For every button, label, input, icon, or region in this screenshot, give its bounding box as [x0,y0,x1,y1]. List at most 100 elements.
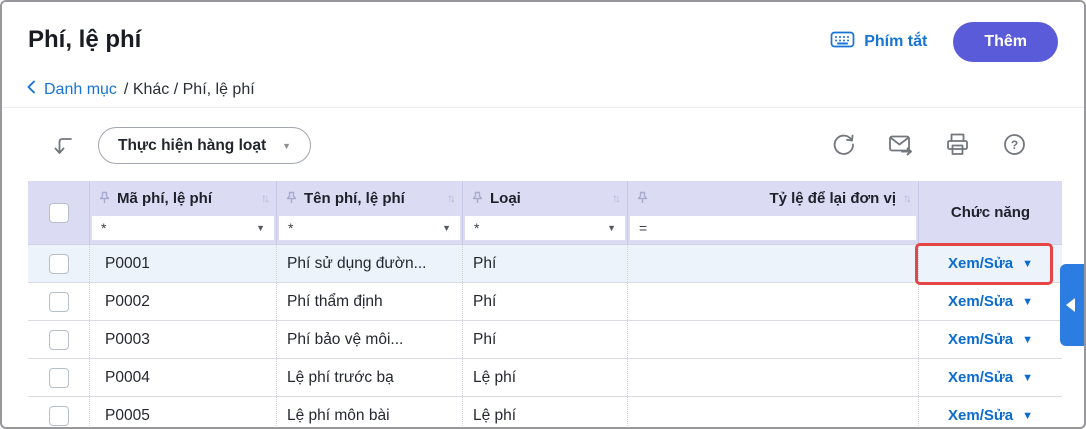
chevron-left-icon [1065,298,1075,312]
svg-text:?: ? [1011,138,1018,152]
cell-name: Lệ phí trước bạ [277,359,463,396]
cell-name: Phí sử dụng đườn... [277,245,463,282]
filter-cell-name: * ▼ [277,215,463,244]
chevron-down-icon: ▼ [282,140,292,151]
row-action-dropdown[interactable]: Xem/Sửa ▼ [919,321,1062,358]
table-row[interactable]: P0004 Lệ phí trước bạ Lệ phí Xem/Sửa ▼ [28,359,1062,397]
filter-input-type[interactable]: * ▼ [465,216,625,240]
filter-cell-rate: = [628,215,919,244]
toolbar-icons: ? [830,131,1028,158]
shortcut-link[interactable]: Phím tắt [830,30,927,54]
filter-input-name[interactable]: * ▼ [279,216,460,240]
keyboard-icon [830,30,855,54]
select-all-checkbox[interactable] [48,202,69,223]
filter-dropdown-icon[interactable]: ▼ [607,223,616,233]
header-actions: Phím tắt Thêm [830,22,1058,62]
action-label: Xem/Sửa [948,255,1014,272]
select-all-cell [28,181,90,244]
breadcrumb-trail: / Khác / Phí, lệ phí [123,80,255,98]
column-label: Tên phí, lệ phí [304,189,405,207]
table-row[interactable]: P0001 Phí sử dụng đườn... Phí Xem/Sửa ▼ [28,245,1062,283]
cell-code: P0005 [90,397,277,427]
cell-rate [628,321,919,358]
sort-down-icon[interactable] [50,132,78,160]
filter-dropdown-icon[interactable]: ▼ [442,223,451,233]
cell-name: Phí bảo vệ môi... [277,321,463,358]
page-header: Phí, lệ phí Phím tắt Thêm D [2,2,1084,108]
filter-operator[interactable]: * [101,220,107,236]
filter-input-code[interactable]: * ▼ [92,216,274,240]
chevron-down-icon: ▼ [1022,333,1033,346]
row-check-cell [28,245,90,282]
page-title: Phí, lệ phí [28,26,142,53]
row-action-dropdown[interactable]: Xem/Sửa ▼ [919,397,1062,427]
filter-operator[interactable]: * [474,220,480,236]
breadcrumb: Danh mục / Khác / Phí, lệ phí [26,79,255,100]
pin-icon [637,191,648,203]
cell-type: Lệ phí [463,397,628,427]
refresh-icon[interactable] [830,131,857,158]
cell-type: Lệ phí [463,359,628,396]
bulk-action-dropdown[interactable]: Thực hiện hàng loạt ▼ [98,127,312,164]
action-label: Xem/Sửa [948,407,1014,424]
filter-dropdown-icon[interactable]: ▼ [256,223,265,233]
row-action-dropdown[interactable]: Xem/Sửa ▼ [919,283,1062,320]
sort-arrows-icon[interactable]: ↑↓ [261,191,270,205]
sort-arrows-icon[interactable]: ↑↓ [612,191,621,205]
filter-input-rate[interactable]: = [630,216,916,240]
column-label: Chức năng [950,204,1031,221]
add-button[interactable]: Thêm [953,22,1058,62]
table-row[interactable]: P0005 Lệ phí môn bài Lệ phí Xem/Sửa ▼ [28,397,1062,427]
cell-name: Lệ phí môn bài [277,397,463,427]
row-checkbox[interactable] [48,405,69,426]
column-label: Mã phí, lệ phí [117,189,213,207]
cell-type: Phí [463,283,628,320]
row-checkbox[interactable] [48,367,69,388]
sort-arrows-icon[interactable]: ↑↓ [903,191,912,205]
row-check-cell [28,321,90,358]
print-icon[interactable] [944,131,971,158]
pin-icon [472,191,483,203]
cell-rate [628,397,919,427]
sort-arrows-icon[interactable]: ↑↓ [447,191,456,205]
bulk-action-label: Thực hiện hàng loạt [118,136,267,154]
column-header-name[interactable]: Tên phí, lệ phí ↑↓ [277,181,463,215]
column-header-type[interactable]: Loại ↑↓ [463,181,628,215]
shortcut-label: Phím tắt [864,33,928,50]
fee-table: Mã phí, lệ phí ↑↓ Tên phí, lệ phí ↑↓ Loạ… [28,181,1062,427]
row-checkbox[interactable] [48,329,69,350]
action-label: Xem/Sửa [948,293,1014,310]
row-action-dropdown[interactable]: Xem/Sửa ▼ [919,359,1062,396]
column-label: Tỷ lệ để lại đơn vị [769,189,896,207]
send-email-icon[interactable] [887,131,914,158]
filter-operator[interactable]: = [639,220,648,236]
column-header-rate[interactable]: Tỷ lệ để lại đơn vị ↑↓ [628,181,919,215]
cell-code: P0004 [90,359,277,396]
row-action-dropdown[interactable]: Xem/Sửa ▼ [919,245,1062,282]
filter-operator[interactable]: * [288,220,294,236]
pin-icon [99,191,110,203]
row-checkbox[interactable] [48,253,69,274]
breadcrumb-back-link[interactable]: Danh mục [44,80,117,98]
pin-icon [286,191,297,203]
column-label: Loại [490,189,521,207]
row-check-cell [28,283,90,320]
row-check-cell [28,359,90,396]
column-header-actions: Chức năng [919,181,1062,244]
table-row[interactable]: P0003 Phí bảo vệ môi... Phí Xem/Sửa ▼ [28,321,1062,359]
side-panel-toggle[interactable] [1060,264,1084,346]
row-checkbox[interactable] [48,291,69,312]
chevron-down-icon: ▼ [1022,257,1033,270]
cell-type: Phí [463,321,628,358]
action-label: Xem/Sửa [948,369,1014,386]
table-row[interactable]: P0002 Phí thẩm định Phí Xem/Sửa ▼ [28,283,1062,321]
cell-rate [628,283,919,320]
filter-cell-type: * ▼ [463,215,628,244]
chevron-down-icon: ▼ [1022,409,1033,422]
cell-code: P0002 [90,283,277,320]
filter-cell-code: * ▼ [90,215,277,244]
column-header-code[interactable]: Mã phí, lệ phí ↑↓ [90,181,277,215]
cell-code: P0003 [90,321,277,358]
help-icon[interactable]: ? [1001,131,1028,158]
